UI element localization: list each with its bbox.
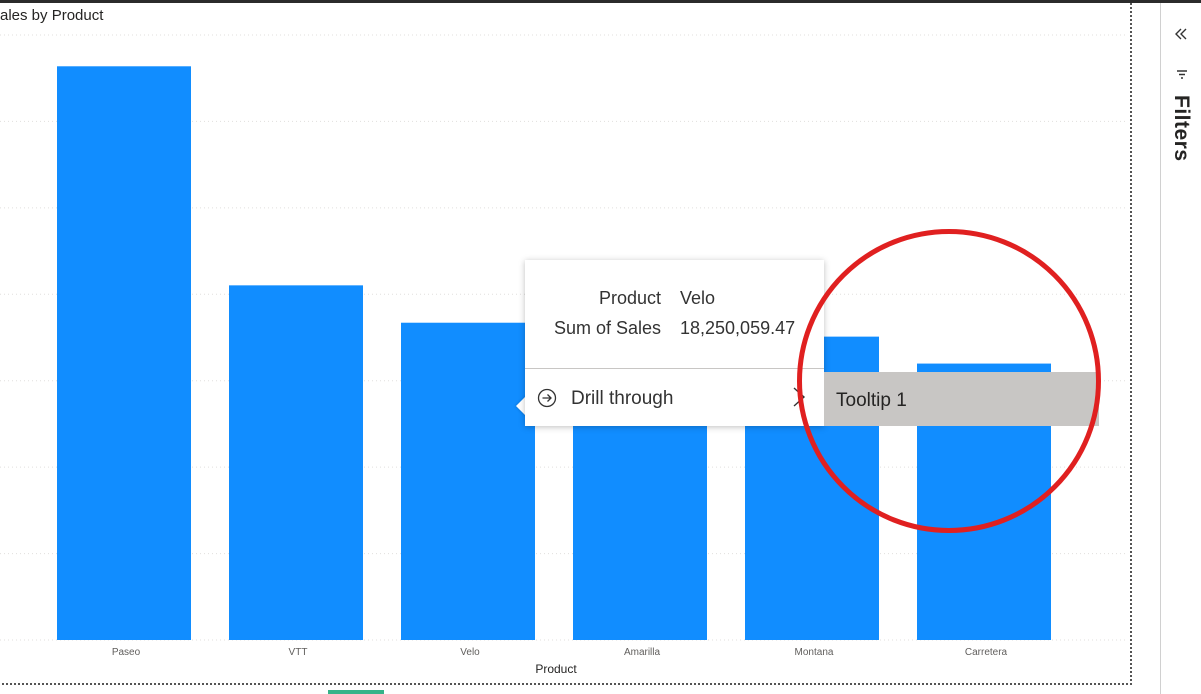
x-tick-label: VTT	[289, 647, 308, 658]
submenu-item-label: Tooltip 1	[836, 390, 907, 411]
tooltip-row-sum-of-sales: Sum of Sales 18,250,059.47	[525, 318, 824, 342]
x-axis-title: Product	[535, 662, 577, 676]
bar-velo[interactable]	[401, 322, 535, 640]
tooltip-pointer	[516, 396, 526, 416]
chevron-right-icon	[793, 387, 806, 407]
x-tick-label: Montana	[795, 647, 834, 658]
drill-through-menu-item[interactable]: Drill through	[525, 382, 824, 418]
tooltip-value: Velo	[680, 288, 716, 308]
filter-pane[interactable]: Filters	[1160, 3, 1201, 694]
tooltip-value: 18,250,059.47	[680, 318, 796, 338]
drill-through-submenu-item[interactable]: Tooltip 1	[824, 372, 1099, 426]
arrow-circle-right-icon	[537, 388, 557, 408]
chart-title: ales by Product	[0, 7, 104, 24]
x-tick-label: Velo	[460, 647, 480, 658]
data-tooltip: Product Velo Sum of Sales 18,250,059.47 …	[525, 260, 824, 426]
filter-icon	[1177, 70, 1187, 79]
page-tab-accent	[328, 690, 384, 694]
bar-vtt[interactable]	[229, 285, 363, 640]
tooltip-key: Product	[598, 288, 661, 308]
filters-pane-label[interactable]: Filters	[1170, 95, 1193, 162]
window-top-border	[0, 0, 1201, 3]
x-tick-label: Carretera	[965, 647, 1008, 658]
tooltip-divider	[525, 368, 824, 369]
x-tick-label: Paseo	[112, 647, 141, 658]
bar-paseo[interactable]	[57, 66, 191, 641]
double-chevron-left-icon[interactable]	[1174, 27, 1188, 41]
x-tick-label: Amarilla	[624, 647, 661, 658]
drill-through-label: Drill through	[571, 388, 674, 409]
tooltip-row-product: Product Velo	[525, 288, 824, 312]
tooltip-key: Sum of Sales	[553, 318, 661, 338]
